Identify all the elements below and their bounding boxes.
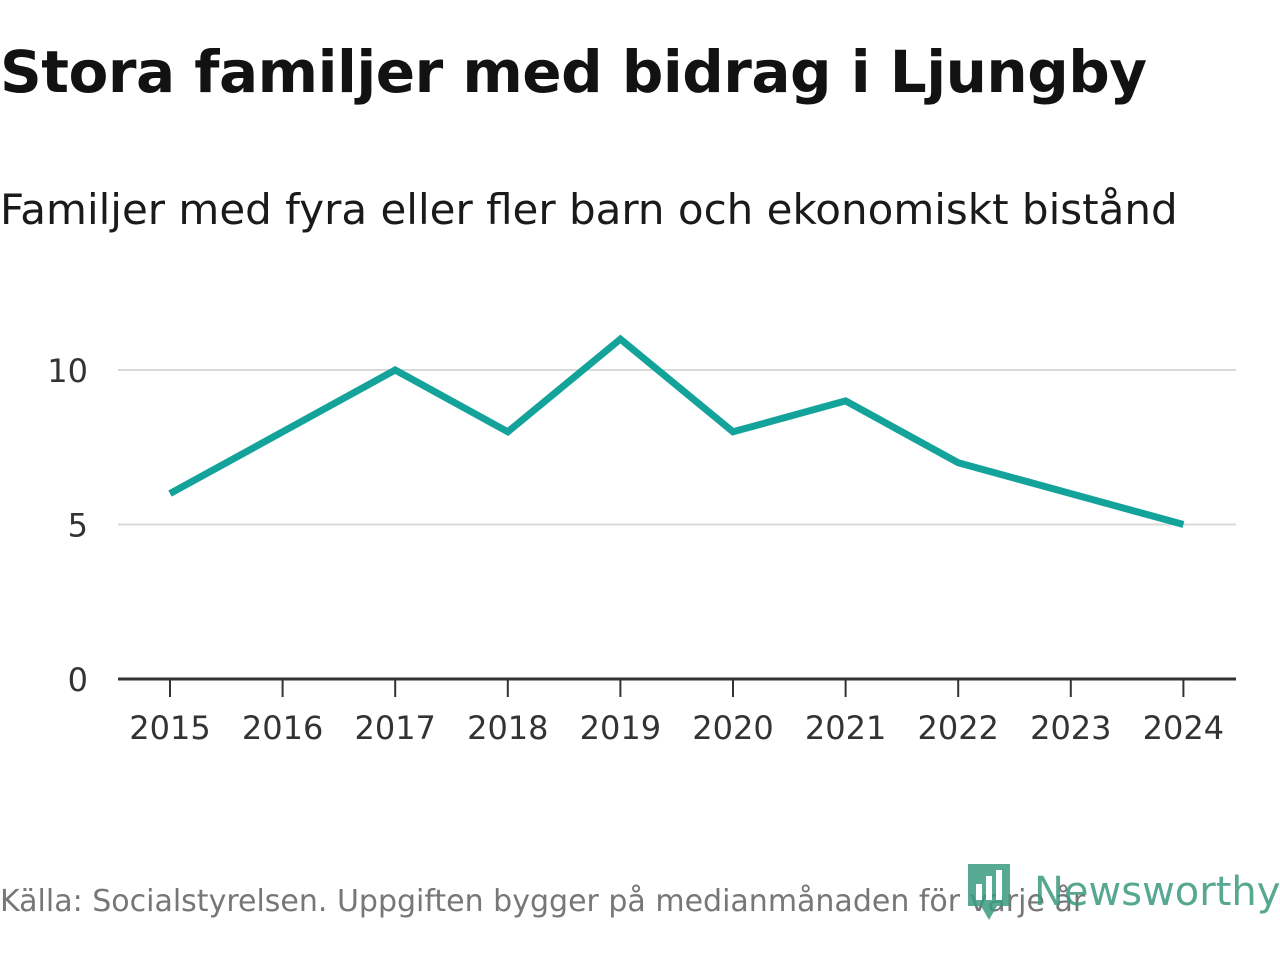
y-tick-label-10: 10 [47, 352, 88, 390]
newsworthy-logo-icon [968, 864, 1010, 920]
x-tick-label-2020: 2020 [692, 709, 773, 747]
x-tick-label-2023: 2023 [1030, 709, 1111, 747]
line-chart: 0 5 10 2015 2016 2017 2018 2019 2020 2021 2022 202… [47, 334, 1236, 747]
chart-subtitle: Familjer med fyra eller fler barn och ek… [0, 185, 1178, 234]
x-tick-label-2021: 2021 [805, 709, 886, 747]
x-tick-label-2022: 2022 [917, 709, 998, 747]
y-tick-label-5: 5 [68, 507, 88, 545]
series-line-0 [168, 334, 1185, 528]
x-tick-label-2024: 2024 [1143, 709, 1224, 747]
y-tick-labels: 0 5 10 [47, 352, 88, 699]
axes [118, 677, 1236, 697]
x-tick-labels: 2015 2016 2017 2018 2019 2020 2021 2022 2023 2024 [129, 709, 1224, 747]
x-tick-label-2019: 2019 [580, 709, 661, 747]
y-tick-label-0: 0 [68, 661, 88, 699]
grid-lines [118, 369, 1236, 526]
brand-name: Newsworthy [1034, 869, 1280, 915]
x-tick-label-2017: 2017 [354, 709, 435, 747]
x-tick-label-2016: 2016 [242, 709, 323, 747]
source-note: Källa: Socialstyrelsen. Uppgiften bygger… [0, 884, 1086, 919]
chart-title: Stora familjer med bidrag i Ljungby [0, 38, 1147, 106]
x-tick-label-2018: 2018 [467, 709, 548, 747]
series [168, 334, 1185, 528]
x-tick-label-2015: 2015 [129, 709, 210, 747]
brand: Newsworthy [964, 862, 1280, 922]
